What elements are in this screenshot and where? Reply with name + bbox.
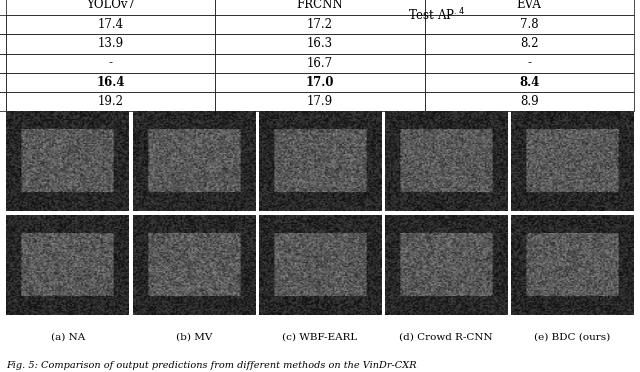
Text: Fig. 5: Comparison of output predictions from different methods on the VinDr-CXR: Fig. 5: Comparison of output predictions… bbox=[6, 361, 417, 370]
Text: (d) Crowd R-CNN: (d) Crowd R-CNN bbox=[399, 333, 493, 341]
Text: (b) MV: (b) MV bbox=[175, 333, 212, 341]
Text: (e) BDC (ours): (e) BDC (ours) bbox=[534, 333, 611, 341]
Text: Test AP$^{.4}$: Test AP$^{.4}$ bbox=[408, 7, 465, 23]
Text: (c) WBF-EARL: (c) WBF-EARL bbox=[282, 333, 358, 341]
Text: (a) NA: (a) NA bbox=[51, 333, 84, 341]
